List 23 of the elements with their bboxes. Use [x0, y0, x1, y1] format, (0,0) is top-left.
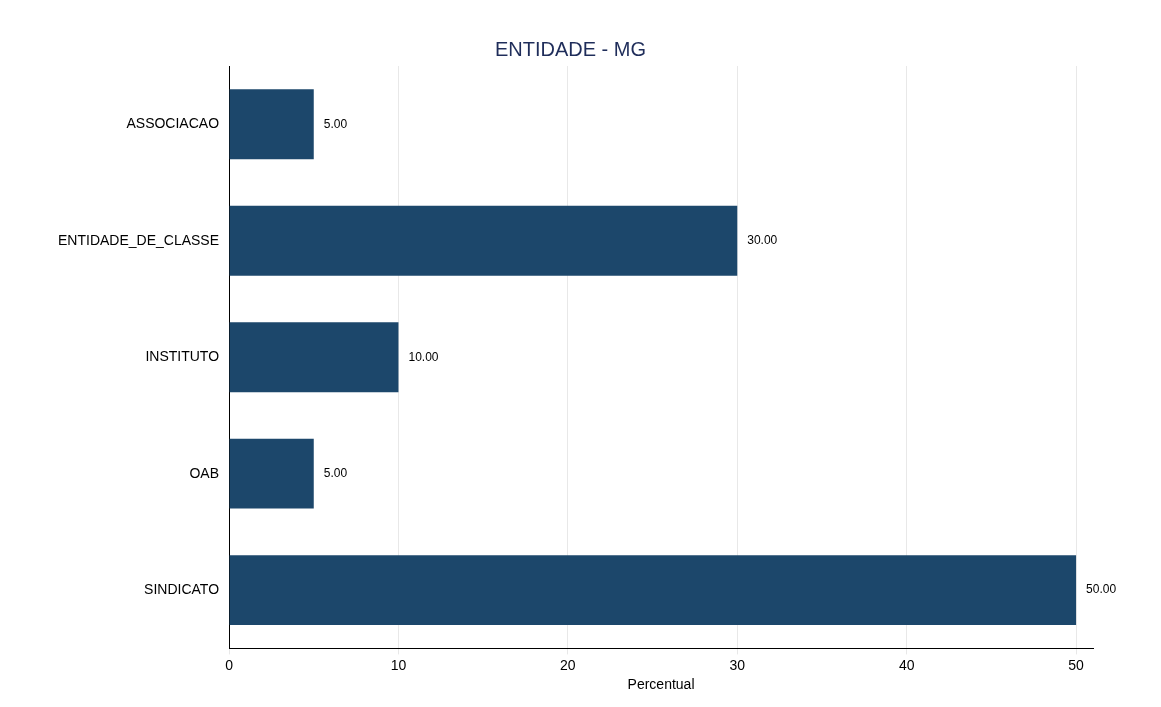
- x-tick-label: 0: [225, 656, 234, 673]
- data-label: 50.00: [1086, 582, 1117, 597]
- x-tick-label: 50: [1068, 656, 1085, 673]
- x-axis-title: Percentual: [627, 676, 695, 693]
- y-tick-label: INSTITUTO: [145, 348, 220, 365]
- bar: [229, 322, 399, 393]
- bar: [229, 438, 314, 509]
- y-tick-label: SINDICATO: [144, 581, 220, 598]
- x-tick-label: 30: [729, 656, 746, 673]
- y-tick-label: OAB: [189, 464, 220, 481]
- data-label: 10.00: [408, 349, 439, 364]
- bar: [229, 205, 738, 276]
- bar: [229, 555, 1077, 626]
- data-label: 5.00: [323, 465, 348, 480]
- x-tick-label: 20: [560, 656, 576, 673]
- bar: [229, 89, 314, 160]
- y-tick-label: ENTIDADE_DE_CLASSE: [57, 231, 220, 248]
- data-label: 30.00: [747, 233, 778, 248]
- x-tick-label: 40: [898, 656, 915, 673]
- chart-title: ENTIDADE - MG: [494, 37, 647, 60]
- data-label: 5.00: [323, 116, 348, 131]
- x-tick-label: 10: [390, 656, 407, 673]
- y-tick-label: ASSOCIACAO: [126, 115, 220, 132]
